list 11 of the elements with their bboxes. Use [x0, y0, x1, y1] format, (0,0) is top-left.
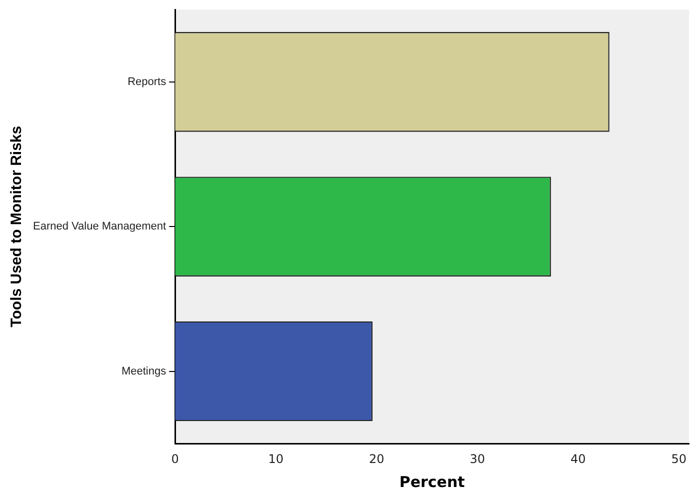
- x-tick-label: 40: [570, 452, 586, 466]
- x-tick-label: 30: [470, 452, 486, 466]
- y-tick-label: Earned Value Management: [32, 220, 166, 233]
- y-tick-label: Reports: [128, 76, 167, 88]
- x-tick-label: 20: [368, 452, 384, 466]
- x-tick-label: 0: [171, 452, 179, 466]
- x-axis-title: Percent: [399, 472, 465, 491]
- y-tick-label: Meetings: [121, 365, 167, 378]
- x-tick-label: 10: [268, 452, 284, 466]
- y-axis-title: Tools Used to Monitor Risks: [8, 126, 26, 328]
- x-tick-label: 50: [671, 452, 687, 466]
